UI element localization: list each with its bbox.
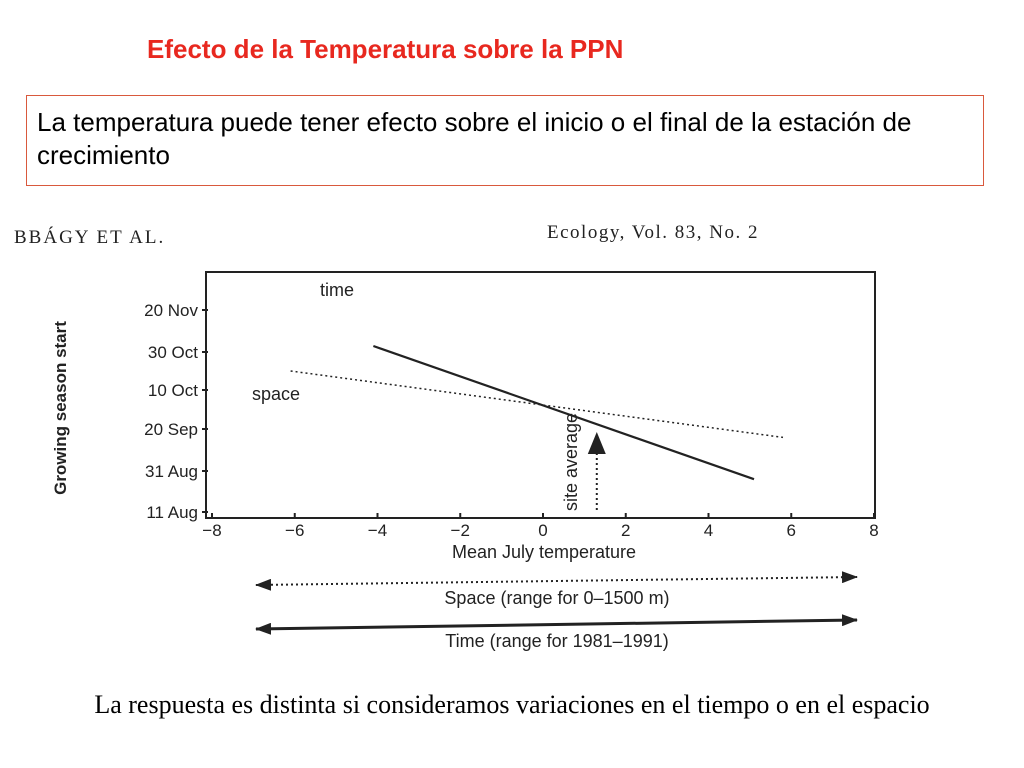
site-average-annotation bbox=[587, 432, 606, 510]
x-tick-label: −8 bbox=[202, 521, 221, 540]
space-range-label: Space (range for 0–1500 m) bbox=[444, 588, 669, 608]
scanned-figure: BBÁGY ET AL. Ecology, Vol. 83, No. 2 11 … bbox=[14, 214, 894, 666]
x-tick-label: −2 bbox=[451, 521, 470, 540]
x-tick-label: 4 bbox=[704, 521, 713, 540]
x-axis-label: Mean July temperature bbox=[452, 542, 636, 562]
y-tick-label: 30 Oct bbox=[148, 343, 198, 362]
figure-header-right: Ecology, Vol. 83, No. 2 bbox=[547, 222, 759, 243]
time-range-label: Time (range for 1981–1991) bbox=[445, 631, 668, 651]
plot-frame bbox=[205, 271, 876, 519]
site-average-label: site average bbox=[561, 413, 581, 511]
intro-text-box: La temperatura puede tener efecto sobre … bbox=[26, 95, 984, 186]
series-label-space: space bbox=[252, 384, 300, 404]
series-label-time: time bbox=[320, 280, 354, 300]
x-axis-ticks: −8 −6 −4 −2 0 2 4 6 8 bbox=[202, 513, 879, 540]
x-tick-label: 2 bbox=[621, 521, 630, 540]
figure-svg: BBÁGY ET AL. Ecology, Vol. 83, No. 2 11 … bbox=[14, 222, 879, 651]
y-axis-label: Growing season start bbox=[51, 321, 70, 495]
y-axis-ticks: 11 Aug 31 Aug 20 Sep 10 Oct 30 Oct 20 Nov bbox=[144, 301, 208, 522]
series-lines bbox=[290, 344, 784, 481]
slide-title: Efecto de la Temperatura sobre la PPN bbox=[147, 34, 624, 64]
x-tick-label: −6 bbox=[285, 521, 304, 540]
figure-header-left: BBÁGY ET AL. bbox=[14, 226, 165, 248]
y-tick-label: 11 Aug bbox=[146, 503, 198, 522]
y-tick-label: 20 Nov bbox=[144, 301, 198, 320]
y-tick-label: 20 Sep bbox=[144, 420, 198, 439]
y-tick-label: 10 Oct bbox=[148, 381, 198, 400]
x-tick-label: 8 bbox=[869, 521, 878, 540]
series-line-time bbox=[372, 344, 755, 481]
x-tick-label: 6 bbox=[787, 521, 796, 540]
footer-text: La respuesta es distinta si consideramos… bbox=[94, 690, 930, 719]
x-tick-label: −4 bbox=[368, 521, 387, 540]
time-range-arrow bbox=[255, 614, 858, 635]
site-average-arrow-head bbox=[587, 432, 606, 454]
space-range-arrow bbox=[255, 571, 858, 591]
y-tick-label: 31 Aug bbox=[145, 462, 198, 481]
x-tick-label: 0 bbox=[538, 521, 547, 540]
